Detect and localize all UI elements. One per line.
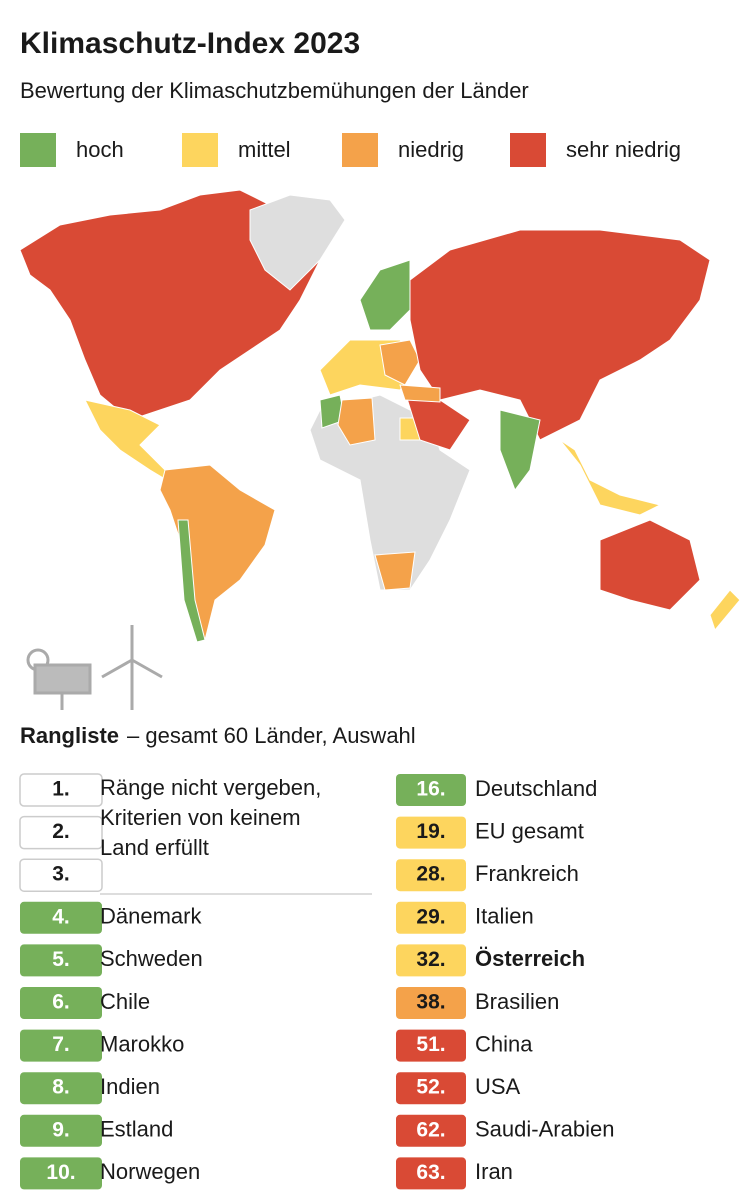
legend-swatch bbox=[342, 133, 378, 167]
rank-box bbox=[20, 1072, 102, 1105]
rank-box bbox=[396, 1029, 466, 1062]
greenland bbox=[249, 194, 346, 291]
rank-box bbox=[20, 1157, 102, 1190]
rank-box bbox=[396, 859, 466, 892]
country-name: Schweden bbox=[100, 946, 203, 971]
note-line: Land erfüllt bbox=[100, 835, 209, 860]
scandinavia bbox=[359, 259, 411, 331]
south-africa bbox=[374, 551, 416, 591]
rank-box bbox=[20, 1029, 102, 1062]
new-zealand bbox=[709, 589, 741, 632]
north-america bbox=[19, 189, 321, 421]
country-name: Brasilien bbox=[475, 989, 559, 1014]
rank-box bbox=[396, 901, 466, 934]
country-name: Iran bbox=[475, 1159, 513, 1184]
country-name: Marokko bbox=[100, 1031, 184, 1056]
rank-number: 29. bbox=[416, 905, 445, 928]
rank-number: 52. bbox=[416, 1076, 445, 1099]
rank-number: 5. bbox=[52, 948, 70, 971]
country-name: Deutschland bbox=[475, 776, 597, 801]
ranking-subtitle: – gesamt 60 Länder, Auswahl bbox=[127, 723, 416, 748]
legend-label: niedrig bbox=[398, 137, 464, 162]
legend-label: hoch bbox=[76, 137, 124, 162]
country-name: Frankreich bbox=[475, 861, 579, 886]
country-name: Estland bbox=[100, 1117, 173, 1142]
rank-box bbox=[396, 987, 466, 1019]
rank-box bbox=[20, 1114, 102, 1147]
eastern-europe bbox=[379, 339, 421, 386]
rank-box bbox=[19, 773, 103, 807]
rank-number: 2. bbox=[52, 820, 70, 843]
ranking-heading: Rangliste – gesamt 60 Länder, Auswahl bbox=[20, 723, 416, 748]
turkey bbox=[399, 384, 441, 403]
algeria bbox=[337, 397, 376, 446]
rank-number: 16. bbox=[416, 778, 445, 801]
rank-number: 6. bbox=[52, 991, 70, 1014]
turbine-blade bbox=[101, 658, 133, 679]
rank-number: 51. bbox=[416, 1033, 445, 1056]
rank-number: 8. bbox=[52, 1076, 70, 1099]
australia bbox=[599, 519, 701, 611]
rank-box bbox=[396, 1072, 466, 1105]
rank-number: 1. bbox=[52, 778, 70, 801]
rank-box bbox=[396, 1157, 466, 1190]
note-line: Kriterien von keinem bbox=[100, 805, 301, 830]
rank-box bbox=[20, 987, 102, 1019]
rank-box bbox=[19, 858, 103, 892]
rank-box bbox=[396, 1114, 466, 1147]
country-name: Österreich bbox=[475, 946, 585, 971]
world-map bbox=[19, 189, 741, 643]
legend-label: sehr niedrig bbox=[566, 137, 681, 162]
country-name: Indien bbox=[100, 1074, 160, 1099]
legend-swatch bbox=[182, 133, 218, 167]
rank-number: 62. bbox=[416, 1118, 445, 1141]
rank-box bbox=[396, 944, 466, 977]
india bbox=[499, 409, 541, 492]
country-name: China bbox=[475, 1031, 533, 1056]
rank-number: 63. bbox=[416, 1161, 445, 1184]
country-name: Norwegen bbox=[100, 1159, 200, 1184]
chile bbox=[177, 519, 206, 643]
rank-number: 38. bbox=[416, 991, 445, 1014]
rank-box bbox=[20, 944, 102, 977]
rank-number: 9. bbox=[52, 1118, 70, 1141]
turbine-blade bbox=[131, 658, 163, 679]
rank-number: 32. bbox=[416, 948, 445, 971]
country-name: USA bbox=[475, 1074, 521, 1099]
south-america bbox=[159, 464, 276, 641]
rank-box bbox=[396, 816, 466, 849]
rank-number: 28. bbox=[416, 863, 445, 886]
russia-asia bbox=[409, 229, 711, 441]
legend-swatch bbox=[20, 133, 56, 167]
southeast-asia bbox=[559, 439, 662, 516]
rank-number: 7. bbox=[52, 1033, 70, 1056]
title: Klimaschutz-Index 2023 bbox=[20, 27, 360, 60]
ranking-title: Rangliste bbox=[20, 723, 119, 748]
country-name: Dänemark bbox=[100, 904, 202, 929]
rank-box bbox=[396, 774, 466, 806]
solar-panel-icon bbox=[33, 663, 92, 695]
rank-number: 10. bbox=[46, 1161, 75, 1184]
rank-box bbox=[20, 901, 102, 934]
rank-number: 3. bbox=[52, 863, 70, 886]
country-name: Chile bbox=[100, 989, 150, 1014]
legend-label: mittel bbox=[238, 137, 291, 162]
country-name: EU gesamt bbox=[475, 818, 584, 843]
rank-number: 4. bbox=[52, 905, 70, 928]
legend-swatch bbox=[510, 133, 546, 167]
note-line: Ränge nicht vergeben, bbox=[100, 775, 321, 800]
energy-icons bbox=[26, 625, 163, 710]
country-name: Saudi-Arabien bbox=[475, 1117, 614, 1142]
country-name: Italien bbox=[475, 904, 534, 929]
rank-box bbox=[19, 815, 103, 850]
subtitle: Bewertung der Klimaschutzbemühungen der … bbox=[20, 78, 529, 103]
rank-number: 19. bbox=[416, 820, 445, 843]
